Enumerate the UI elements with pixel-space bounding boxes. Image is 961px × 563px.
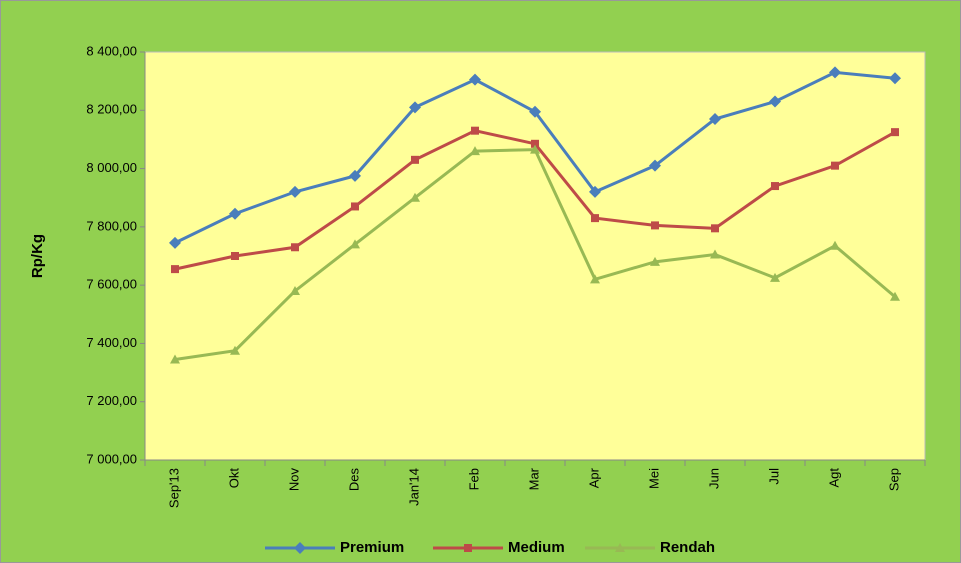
data-point (411, 155, 419, 164)
legend-label: Rendah (660, 539, 715, 556)
y-tick-label: 8 400,00 (86, 43, 137, 58)
x-tick-label: Jul (766, 468, 781, 485)
x-tick-label: Mei (646, 468, 661, 489)
y-tick-label: 8 000,00 (86, 160, 137, 175)
data-point (650, 256, 660, 266)
data-point (829, 66, 841, 79)
x-tick-label: Mar (526, 467, 541, 490)
y-tick-label: 7 200,00 (86, 393, 137, 408)
x-tick-label: Des (346, 468, 361, 492)
legend-marker (294, 542, 306, 554)
x-tick-label: Jan'14 (406, 468, 421, 506)
data-point (589, 185, 601, 198)
data-point (710, 249, 720, 259)
data-point (291, 243, 299, 252)
data-point (289, 185, 301, 198)
plot-area (144, 51, 926, 461)
data-point (171, 265, 179, 274)
data-point (770, 272, 780, 282)
y-tick-label: 7 000,00 (86, 451, 137, 466)
data-point (169, 236, 181, 249)
x-tick-label: Apr (586, 467, 601, 488)
legend-label: Medium (508, 539, 565, 556)
x-tick-label: Okt (226, 468, 241, 489)
data-point (470, 146, 480, 156)
data-point (469, 73, 481, 86)
x-tick-label: Agt (826, 468, 841, 488)
y-tick-label: 8 200,00 (86, 102, 137, 117)
data-point (351, 202, 359, 211)
data-point (889, 72, 901, 85)
y-tick-label: 7 600,00 (86, 277, 137, 292)
legend-marker (464, 544, 472, 552)
data-point (830, 240, 840, 250)
data-point (711, 224, 719, 233)
x-tick-label: Jun (706, 468, 721, 489)
x-tick-label: Nov (286, 468, 301, 492)
y-axis-label: Rp/Kg (29, 234, 46, 278)
legend-marker (615, 543, 625, 552)
data-point (771, 182, 779, 191)
data-point (591, 214, 599, 223)
data-point (230, 345, 240, 355)
data-point (349, 169, 361, 182)
data-point (290, 285, 300, 295)
data-point (590, 274, 600, 284)
y-tick-label: 7 800,00 (86, 218, 137, 233)
x-tick-label: Sep'13 (166, 468, 181, 508)
data-point (709, 113, 721, 126)
data-point (530, 144, 540, 154)
data-point (529, 105, 541, 118)
legend-label: Premium (340, 539, 404, 556)
data-point (229, 207, 241, 220)
x-tick-label: Feb (466, 468, 481, 490)
data-point (350, 239, 360, 249)
data-point (409, 101, 421, 114)
data-point (831, 161, 839, 170)
data-point (890, 291, 900, 301)
data-point (170, 354, 180, 364)
data-point (531, 139, 539, 148)
y-tick-label: 7 400,00 (86, 335, 137, 350)
x-tick-label: Sep (886, 468, 901, 491)
data-point (231, 252, 239, 260)
data-point (891, 128, 899, 137)
data-point (769, 95, 781, 108)
data-point (471, 126, 479, 135)
data-point (651, 221, 659, 230)
data-point (649, 159, 661, 172)
data-point (410, 192, 420, 202)
